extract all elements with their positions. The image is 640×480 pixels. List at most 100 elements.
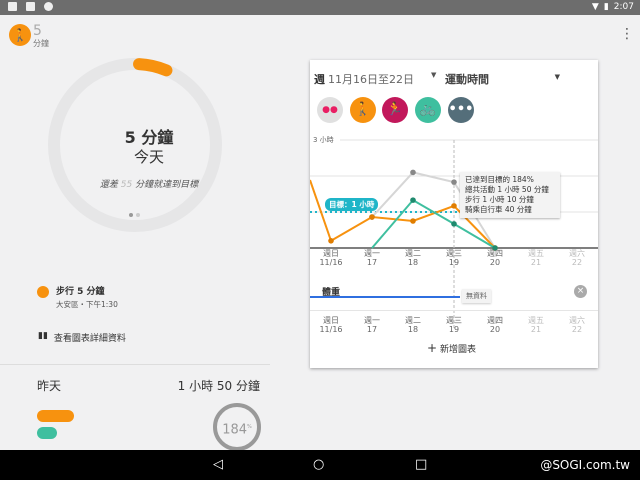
progress-ring bbox=[48, 58, 222, 232]
y-tick-label: 3 小時 bbox=[313, 136, 334, 144]
tooltip-line: 騎乘自行車 40 分鐘 bbox=[465, 205, 532, 214]
x-tick-label: 週五 21 bbox=[521, 249, 551, 267]
divider bbox=[0, 364, 270, 365]
x-tick-date: 19 bbox=[448, 325, 460, 334]
metric-label: 運動時間 bbox=[445, 73, 489, 86]
x-tick-day: 週五 bbox=[528, 249, 544, 258]
percent-sign: % bbox=[247, 424, 252, 430]
x-tick-date: 22 bbox=[571, 258, 583, 267]
x-tick-date: 20 bbox=[489, 258, 501, 267]
x-tick-label: 週日 11/16 bbox=[316, 316, 346, 334]
x-tick-date: 17 bbox=[366, 325, 378, 334]
x-tick-date: 18 bbox=[407, 258, 419, 267]
recents-icon[interactable]: □ bbox=[415, 457, 428, 472]
x-tick-label: 週三 19 bbox=[439, 249, 469, 267]
today-total: 5 分鐘 bbox=[124, 128, 174, 147]
cycling-point[interactable] bbox=[492, 245, 498, 251]
remaining-text: 還差 55 分鐘就達到目標 bbox=[40, 177, 258, 190]
cycling-point[interactable] bbox=[451, 221, 457, 227]
x-tick-date: 18 bbox=[407, 325, 419, 334]
total-point[interactable] bbox=[410, 169, 416, 176]
walking-point[interactable] bbox=[369, 214, 375, 220]
progress-arc bbox=[133, 58, 173, 77]
filter-more-icon[interactable]: ••• bbox=[448, 97, 474, 123]
x-tick-day: 週四 bbox=[487, 249, 503, 258]
android-icon bbox=[44, 2, 53, 11]
x-tick-day: 週五 bbox=[528, 316, 544, 325]
more-menu-icon[interactable]: ⋮ bbox=[620, 26, 634, 42]
remove-chart-icon[interactable]: × bbox=[574, 285, 587, 298]
remaining-post: 分鐘就達到目標 bbox=[135, 180, 199, 190]
activity-subtitle: 大安區・下午1:30 bbox=[56, 300, 118, 309]
walking-point[interactable] bbox=[410, 218, 416, 224]
filter-all-icon[interactable]: ●● bbox=[317, 97, 343, 123]
add-chart-label: 新增圖表 bbox=[439, 345, 476, 355]
x-tick-label: 週三 19 bbox=[439, 316, 469, 334]
back-icon[interactable]: ◁ bbox=[213, 457, 223, 472]
no-data-label: 無資料 bbox=[462, 289, 491, 303]
watermark: @SOGI.com.tw bbox=[540, 458, 630, 472]
x-tick-date: 22 bbox=[571, 325, 583, 334]
clock: 2:07 bbox=[613, 2, 634, 12]
cycling-point[interactable] bbox=[410, 197, 416, 203]
week-prefix: 週 bbox=[314, 73, 325, 86]
x-tick-label: 週日 11/16 bbox=[316, 249, 346, 267]
week-range: 11月16日至22日 bbox=[328, 73, 414, 86]
today-label: 今天 bbox=[133, 148, 164, 166]
filter-running-icon[interactable]: 🏃 bbox=[382, 97, 408, 123]
weight-line bbox=[310, 296, 460, 298]
week-selector[interactable]: 週 11月16日至22日 ▼ bbox=[314, 71, 436, 87]
home-icon[interactable]: ○ bbox=[313, 457, 325, 472]
details-link[interactable]: ▮▮ 查看圖表詳細資料 bbox=[38, 331, 126, 344]
plus-icon: + bbox=[427, 341, 438, 355]
remaining-pre: 還差 bbox=[99, 180, 118, 190]
x-tick-day: 週一 bbox=[364, 316, 380, 325]
x-tick-label: 週四 20 bbox=[480, 316, 510, 334]
image-icon bbox=[8, 2, 17, 11]
page-indicator[interactable] bbox=[129, 213, 140, 217]
x-tick-day: 週六 bbox=[569, 316, 585, 325]
x-tick-date: 20 bbox=[489, 325, 501, 334]
details-link-label: 查看圖表詳細資料 bbox=[53, 334, 126, 344]
briefcase-icon bbox=[26, 2, 35, 11]
x-tick-date: 17 bbox=[366, 258, 378, 267]
weight-label: 體重 bbox=[322, 288, 341, 298]
filter-cycling-icon[interactable]: 🚲 bbox=[415, 97, 441, 123]
x-tick-label: 週二 18 bbox=[398, 249, 428, 267]
x-tick-day: 週四 bbox=[487, 316, 503, 325]
x-tick-date: 19 bbox=[448, 258, 460, 267]
navigation-bar: ◁ ○ □ @SOGI.com.tw bbox=[0, 450, 640, 480]
filter-walking-icon[interactable]: 🚶 bbox=[350, 97, 376, 123]
yesterday-percent-ring: 184% bbox=[213, 403, 261, 451]
yesterday-percent: 184 bbox=[222, 422, 248, 438]
cycling-line bbox=[371, 198, 496, 249]
total-point[interactable] bbox=[451, 179, 457, 185]
dropdown-icon: ▼ bbox=[431, 71, 437, 79]
walking-point[interactable] bbox=[451, 203, 457, 209]
x-tick-day: 週一 bbox=[364, 249, 380, 258]
goal-label: 目標：1 小時 bbox=[325, 198, 379, 211]
x-tick-label: 週四 20 bbox=[480, 249, 510, 267]
activity-dot bbox=[37, 286, 49, 298]
walking-point[interactable] bbox=[328, 238, 334, 244]
metric-selector[interactable]: 運動時間 ▼ bbox=[445, 71, 560, 87]
x-tick-date: 21 bbox=[530, 325, 542, 334]
dropdown-icon: ▼ bbox=[554, 73, 560, 81]
tooltip-line: 已達到目標的 184% bbox=[465, 175, 534, 184]
tooltip: 已達到目標的 184% 總共活動 1 小時 50 分鐘 步行 1 小時 10 分… bbox=[460, 172, 560, 218]
walking-bar bbox=[37, 410, 74, 422]
status-bar: ▼ ▮ 2:07 bbox=[0, 0, 640, 15]
yesterday-label: 昨天 bbox=[37, 379, 62, 393]
tooltip-line: 步行 1 小時 10 分鐘 bbox=[465, 195, 534, 204]
x-tick-day: 週二 bbox=[405, 316, 421, 325]
x-tick-date: 21 bbox=[530, 258, 542, 267]
tooltip-line: 總共活動 1 小時 50 分鐘 bbox=[465, 185, 549, 194]
yesterday-total: 1 小時 50 分鐘 bbox=[177, 379, 260, 393]
x-tick-label: 週二 18 bbox=[398, 316, 428, 334]
battery-icon: ▮ bbox=[603, 2, 609, 12]
x-tick-label: 週六 22 bbox=[562, 316, 592, 334]
activity-title[interactable]: 步行 5 分鐘 bbox=[56, 287, 105, 297]
x-tick-date: 11/16 bbox=[319, 325, 343, 334]
add-chart-button[interactable]: + 新增圖表 bbox=[427, 341, 476, 355]
x-tick-day: 週六 bbox=[569, 249, 585, 258]
